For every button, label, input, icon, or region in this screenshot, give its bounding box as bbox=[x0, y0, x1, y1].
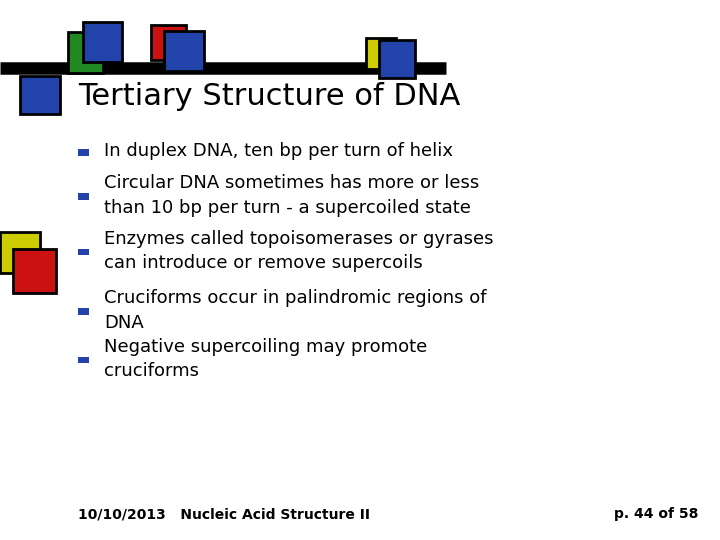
Bar bbox=[379, 40, 415, 78]
Bar bbox=[78, 193, 89, 200]
Bar bbox=[164, 31, 204, 71]
Bar bbox=[78, 308, 89, 315]
Text: Enzymes called topoisomerases or gyrases
can introduce or remove supercoils: Enzymes called topoisomerases or gyrases… bbox=[104, 230, 494, 272]
Bar bbox=[366, 38, 396, 69]
Text: p. 44 of 58: p. 44 of 58 bbox=[614, 507, 698, 521]
Bar bbox=[78, 149, 89, 156]
Text: Circular DNA sometimes has more or less
than 10 bp per turn - a supercoiled stat: Circular DNA sometimes has more or less … bbox=[104, 174, 480, 217]
Text: 10/10/2013   Nucleic Acid Structure II: 10/10/2013 Nucleic Acid Structure II bbox=[78, 507, 370, 521]
Bar bbox=[78, 357, 89, 363]
Bar bbox=[151, 25, 186, 60]
Text: In duplex DNA, ten bp per turn of helix: In duplex DNA, ten bp per turn of helix bbox=[104, 142, 454, 160]
Bar bbox=[68, 32, 103, 73]
Text: Tertiary Structure of DNA: Tertiary Structure of DNA bbox=[78, 82, 460, 111]
Text: Cruciforms occur in palindromic regions of
DNA: Cruciforms occur in palindromic regions … bbox=[104, 289, 487, 332]
Bar bbox=[0, 232, 40, 273]
Bar bbox=[20, 76, 60, 114]
Bar bbox=[13, 249, 56, 293]
Text: Negative supercoiling may promote
cruciforms: Negative supercoiling may promote crucif… bbox=[104, 338, 428, 380]
Bar bbox=[83, 22, 122, 62]
Bar bbox=[78, 249, 89, 255]
